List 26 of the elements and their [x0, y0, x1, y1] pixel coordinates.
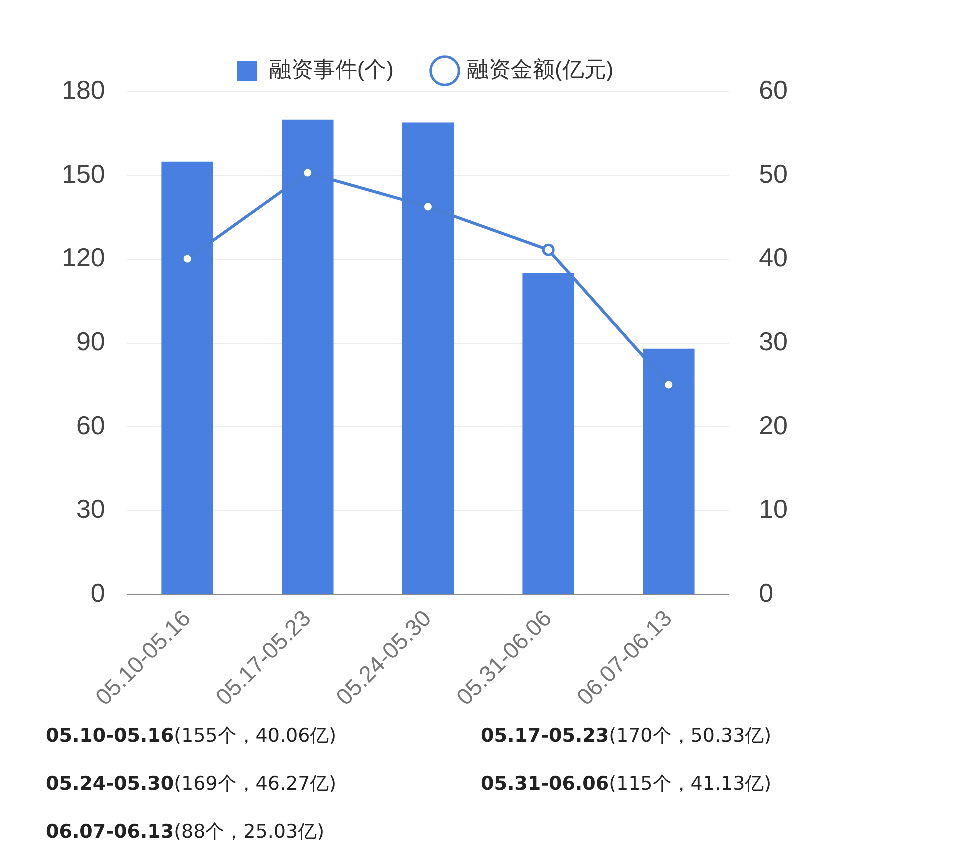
y-tick-label: 0	[90, 578, 106, 608]
legend-label: 融资事件(个)	[269, 57, 394, 82]
category-label: 05.31-06.06	[481, 773, 610, 795]
text: (88个，25.03亿)	[174, 821, 324, 843]
text: (115个，41.13亿)	[609, 773, 772, 795]
y-tick-label: 30	[76, 494, 106, 524]
category-label: 05.17-05.23	[481, 725, 610, 747]
legend-label: 融资金额(亿元)	[467, 57, 614, 82]
y2-tick-label: 40	[759, 242, 788, 273]
text: (155个，40.06亿)	[174, 725, 337, 747]
category-label: 06.07-06.13	[46, 821, 174, 843]
y2-tick-label: 30	[759, 326, 788, 357]
y-tick-label: 60	[76, 410, 106, 440]
y2-tick-label: 20	[759, 410, 788, 440]
y-tick-label: 90	[76, 326, 106, 357]
y-tick-label: 180	[62, 75, 106, 106]
y-tick-label: 120	[62, 242, 106, 273]
text: (170个，50.33亿)	[609, 725, 772, 747]
text: (169个，46.27亿)	[174, 773, 337, 795]
category-label: 05.10-05.16	[46, 725, 174, 747]
y-tick-label: 150	[62, 158, 106, 189]
y2-tick-label: 0	[759, 578, 774, 608]
y2-tick-label: 10	[759, 494, 788, 524]
category-label: 05.24-05.30	[46, 773, 174, 795]
y2-tick-label: 60	[759, 75, 788, 106]
y2-tick-label: 50	[759, 158, 788, 189]
